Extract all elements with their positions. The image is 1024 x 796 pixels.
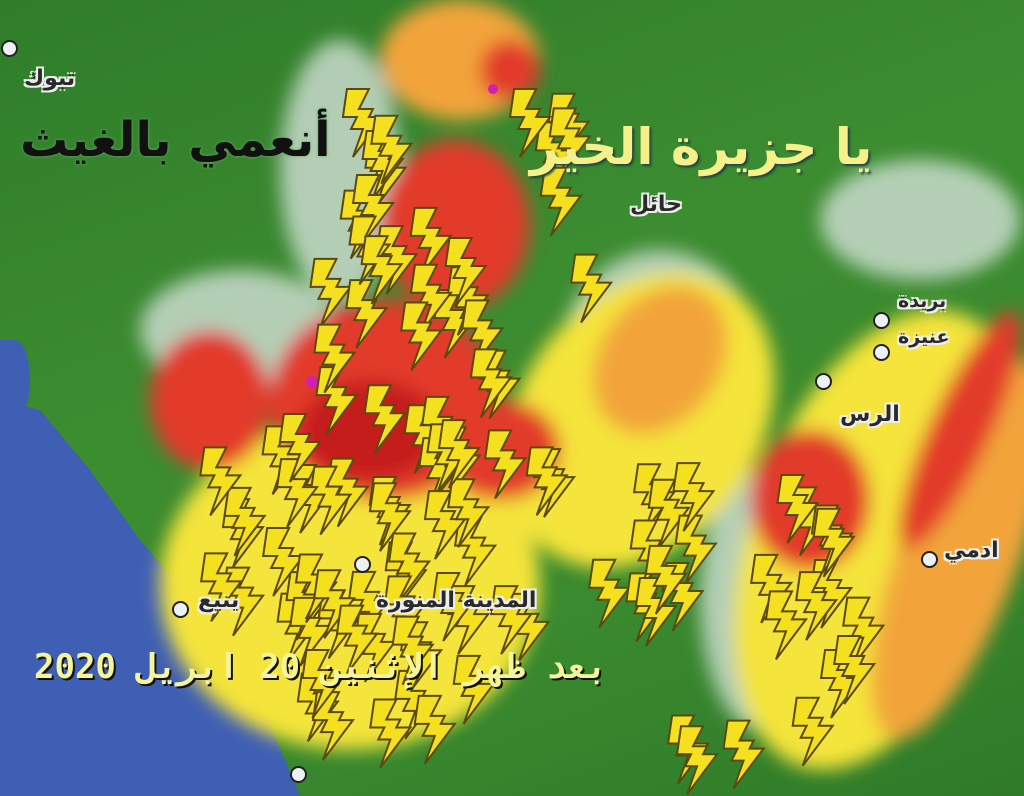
lightning-icon bbox=[199, 552, 244, 622]
rain-moderate bbox=[592, 285, 728, 435]
city-label-unaizah: عنيزة bbox=[898, 326, 950, 348]
lightning-icon bbox=[508, 88, 553, 158]
lightning-icon bbox=[437, 419, 482, 489]
lightning-icon bbox=[387, 532, 432, 603]
lightning-icon bbox=[490, 585, 534, 655]
city-label-ar-rass: الرس bbox=[840, 402, 900, 427]
city-marker-icon bbox=[172, 601, 189, 618]
date-caption: بعد ظهر الإثنين 20 ابريل 2020 bbox=[34, 647, 608, 687]
lightning-icon bbox=[569, 253, 614, 324]
rain-moderate bbox=[871, 360, 1024, 740]
lightning-icon bbox=[672, 462, 716, 532]
lightning-icon bbox=[360, 235, 404, 305]
lightning-icon bbox=[223, 486, 267, 557]
rain-heavy bbox=[898, 311, 1022, 549]
lightning-icon bbox=[313, 323, 357, 394]
lightning-icon bbox=[370, 114, 414, 185]
lightning-icon bbox=[548, 107, 592, 178]
lightning-icon bbox=[764, 590, 809, 660]
city-label-tabuk: تبوك bbox=[24, 66, 76, 91]
lightning-icon bbox=[588, 558, 632, 629]
lightning-icon bbox=[409, 263, 453, 334]
lightning-icon bbox=[484, 429, 528, 500]
city-label-yanbu: ينبع bbox=[198, 588, 240, 613]
city-marker-icon bbox=[290, 766, 307, 783]
hail-cell bbox=[306, 376, 318, 388]
lightning-icon bbox=[363, 384, 407, 454]
rain-heavy bbox=[150, 330, 270, 470]
lightning-icon bbox=[842, 596, 886, 667]
lightning-icon bbox=[368, 482, 412, 552]
gulf-of-aqaba bbox=[0, 340, 30, 420]
lightning-icon bbox=[311, 691, 355, 761]
lightning-icon bbox=[375, 225, 419, 295]
lightning-icon bbox=[400, 301, 444, 372]
city-label-dawadmi: ادمي bbox=[944, 538, 999, 563]
city-label-madinah: المدينة المنورة bbox=[376, 588, 537, 613]
lightning-icon bbox=[444, 237, 488, 307]
lightning-icon bbox=[309, 257, 353, 328]
lightning-icon bbox=[453, 516, 498, 587]
city-marker-icon bbox=[354, 556, 371, 573]
lightning-icon bbox=[461, 299, 505, 369]
lightning-icon bbox=[423, 490, 467, 560]
lightning-icon bbox=[278, 412, 322, 483]
lightning-icon bbox=[810, 559, 854, 629]
city-marker-icon bbox=[873, 312, 890, 329]
lightning-icon bbox=[409, 206, 453, 277]
city-label-hail: حائل bbox=[630, 192, 683, 217]
lightning-icon bbox=[432, 571, 476, 642]
lightning-icon bbox=[791, 696, 835, 767]
city-marker-icon bbox=[1, 40, 18, 57]
lightning-icon bbox=[525, 446, 569, 516]
lightning-icon bbox=[335, 604, 379, 675]
lightning-icon bbox=[361, 130, 405, 200]
lightning-icon bbox=[301, 649, 345, 719]
lightning-icon bbox=[199, 446, 243, 516]
lightning-icon bbox=[647, 478, 691, 549]
lightning-icon bbox=[812, 507, 856, 578]
hail-cell bbox=[488, 84, 498, 94]
lightning-icon bbox=[833, 635, 877, 705]
lightning-icon bbox=[776, 473, 820, 544]
cloud-area bbox=[820, 160, 1020, 280]
lightning-icon bbox=[369, 698, 413, 769]
lightning-icon bbox=[418, 437, 462, 507]
lightning-icon bbox=[674, 514, 718, 585]
city-marker-icon bbox=[921, 551, 938, 568]
lightning-icon bbox=[345, 279, 389, 349]
lightning-icon bbox=[539, 166, 583, 237]
lightning-icon bbox=[644, 544, 688, 615]
lightning-icon bbox=[795, 571, 839, 641]
headline-left: أنعمي بالغيث bbox=[20, 112, 331, 168]
city-label-buraydah: بريدة bbox=[898, 290, 947, 312]
lightning-icon bbox=[452, 654, 496, 725]
lightning-icon bbox=[469, 348, 513, 418]
lightning-icon bbox=[433, 289, 477, 359]
lightning-icon bbox=[391, 615, 435, 686]
lightning-icon bbox=[413, 694, 457, 765]
lightning-icon bbox=[309, 465, 353, 536]
city-marker-icon bbox=[873, 344, 890, 361]
headline-right: يا جزيرة الخير bbox=[530, 118, 873, 176]
city-marker-icon bbox=[815, 373, 832, 390]
lightning-icon bbox=[675, 725, 720, 795]
lightning-icon bbox=[351, 174, 396, 244]
lightning-icon bbox=[722, 719, 766, 790]
lightning-icon bbox=[447, 478, 491, 548]
lightning-icon bbox=[262, 527, 306, 597]
